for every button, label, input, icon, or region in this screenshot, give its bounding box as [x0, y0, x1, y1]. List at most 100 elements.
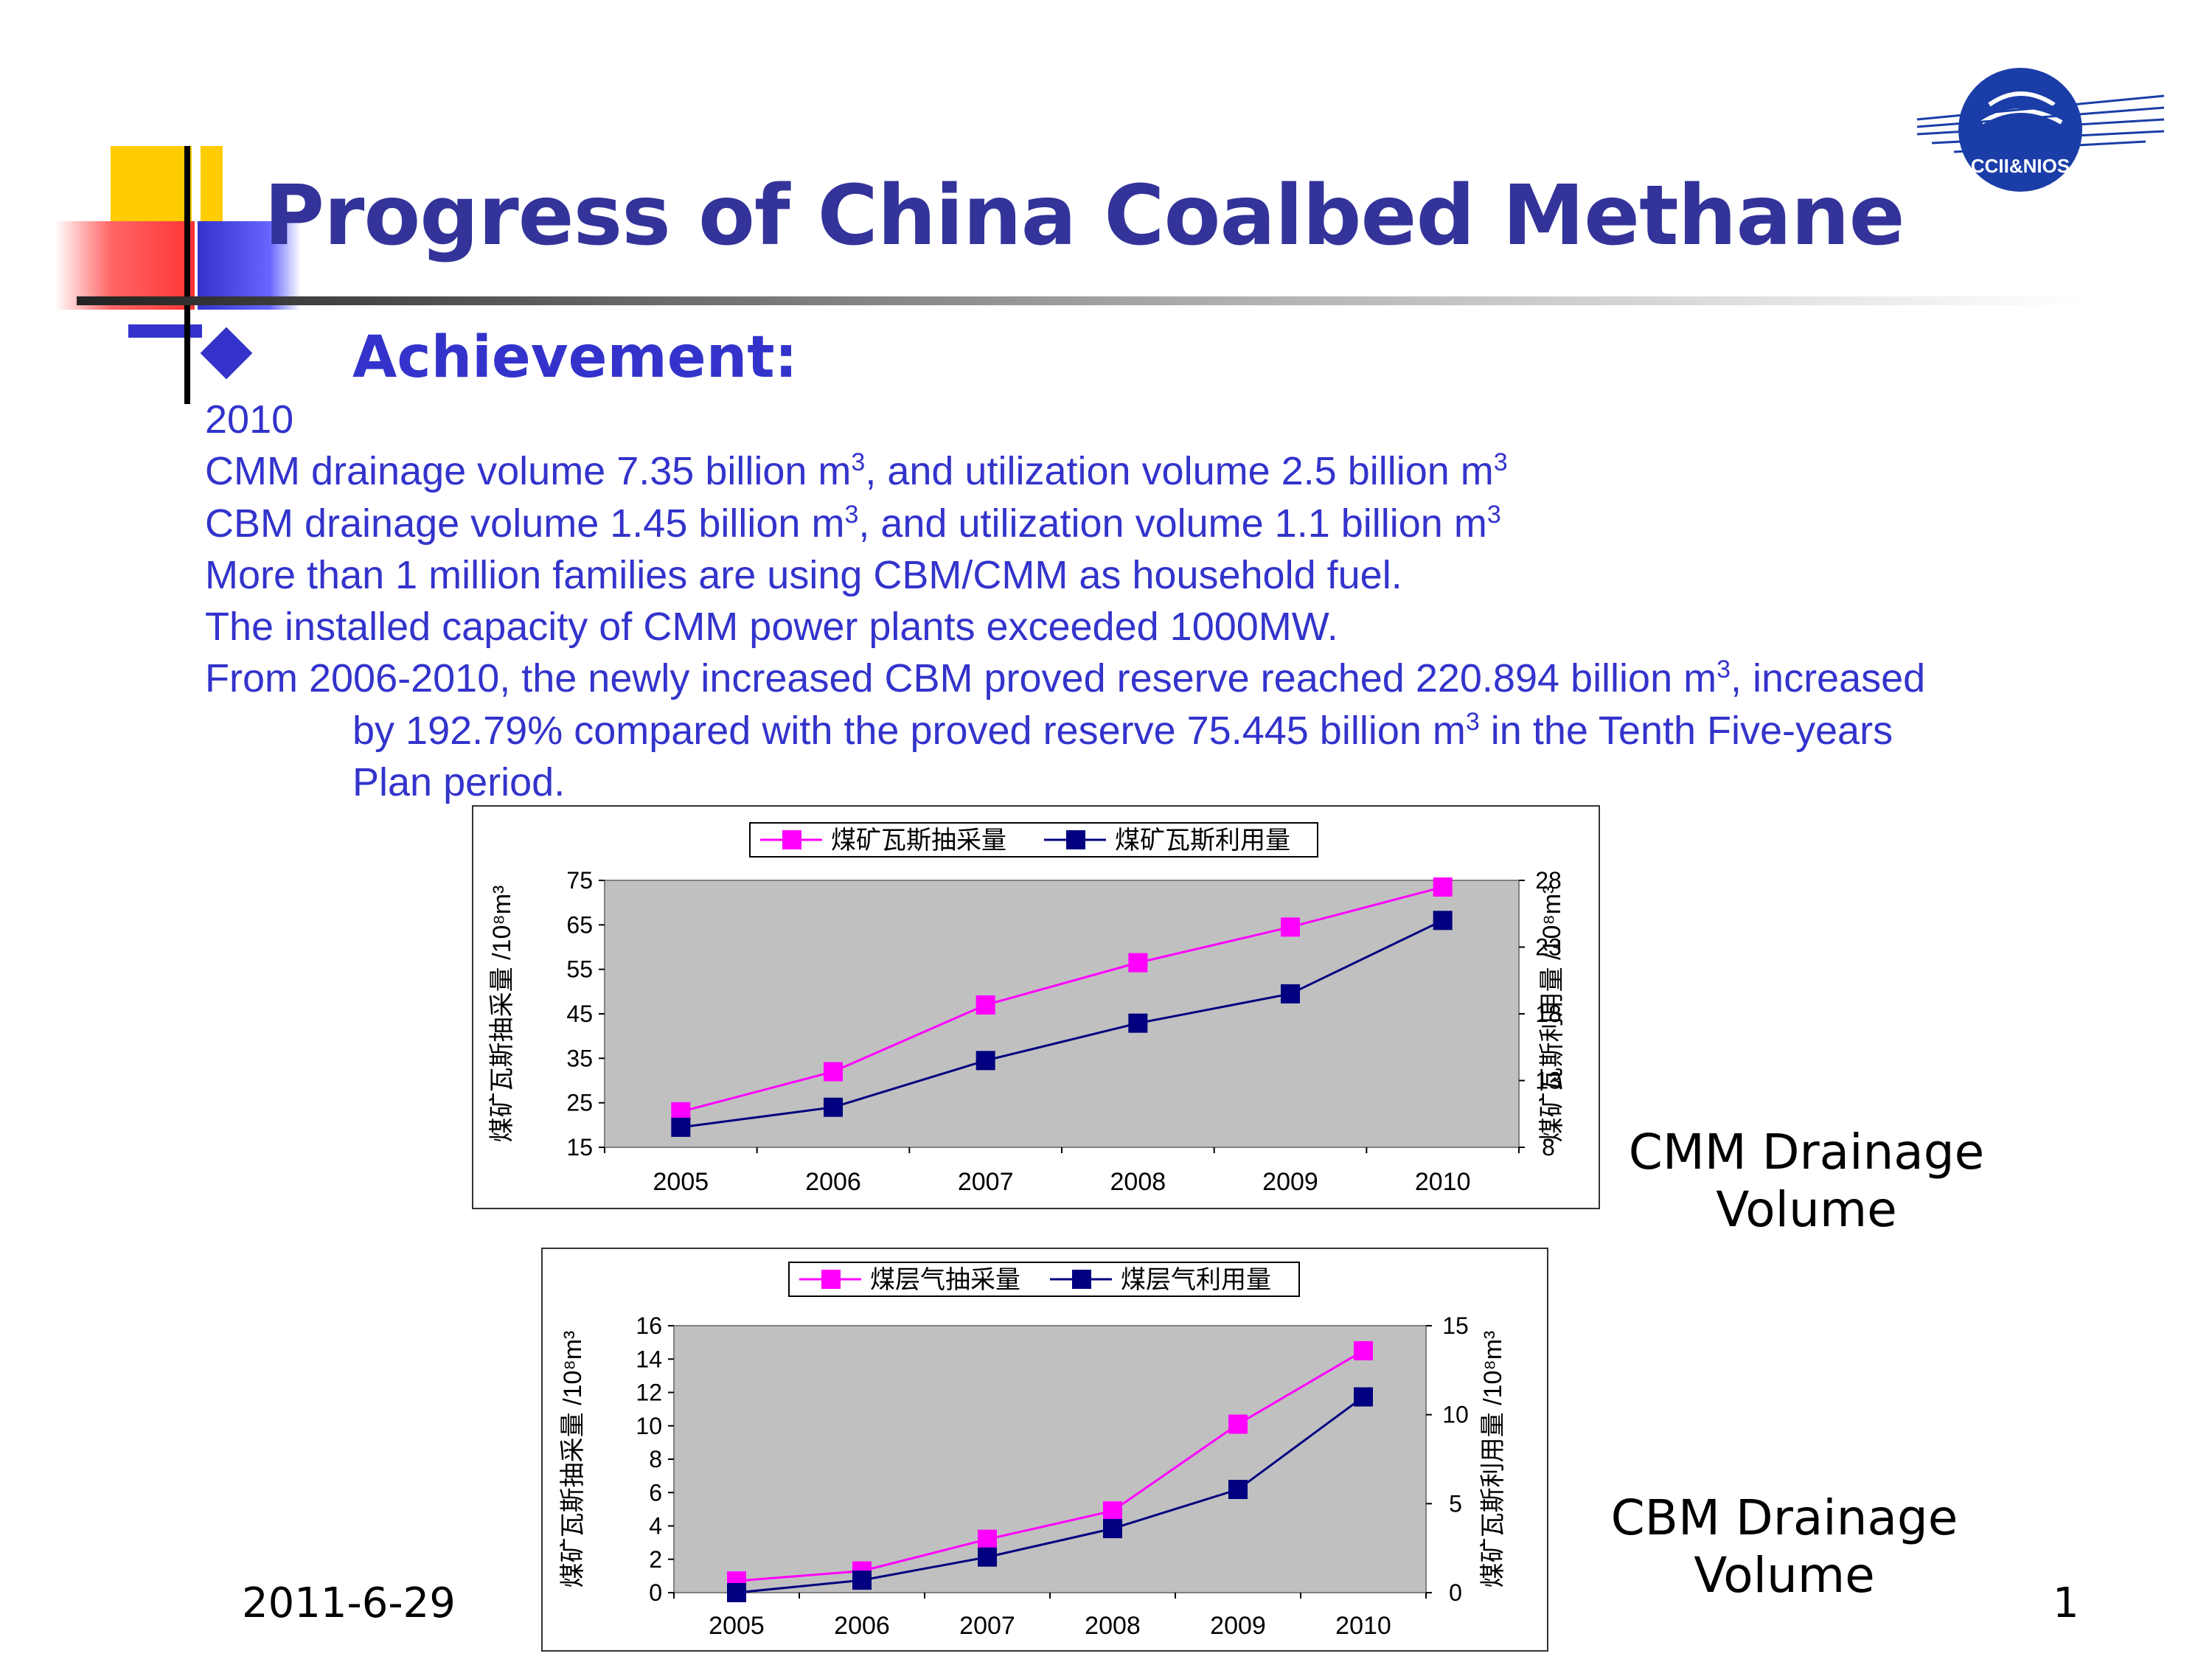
- y2-tick-label: 0: [1449, 1579, 1462, 1606]
- power-plant-line: The installed capacity of CMM power plan…: [205, 605, 1338, 650]
- data-point: [978, 1547, 997, 1567]
- data-point: [824, 1097, 843, 1117]
- cmm-caption: CMM Drainage Volume: [1607, 1124, 2006, 1239]
- y2-tick-label: 13: [1535, 1068, 1562, 1094]
- y-tick-label: 6: [649, 1479, 662, 1506]
- x-tick-label: 2010: [1415, 1168, 1471, 1196]
- data-point: [1128, 953, 1148, 973]
- page-number: 1: [2053, 1579, 2079, 1627]
- y2-tick-label: 5: [1449, 1490, 1462, 1517]
- data-point: [1354, 1340, 1373, 1360]
- cmm-chart-svg: 75 65 55 45 35 25 15 28 23 18 13 8 2005 2006 2007 2008 2…: [488, 822, 1566, 1196]
- decor-vertical-line: [184, 146, 190, 404]
- cmm-volume-line: CMM drainage volume 7.35 billion m3, and…: [205, 448, 1508, 494]
- series-line: [681, 919, 1444, 1129]
- y-tick-label: 12: [636, 1380, 662, 1406]
- data-point: [1103, 1519, 1122, 1539]
- y-tick-label: 10: [636, 1413, 662, 1439]
- data-point: [671, 1117, 691, 1137]
- achievement-text: 2010 CMM drainage volume 7.35 billion m3…: [205, 394, 2122, 808]
- x-tick-label: 2005: [653, 1168, 709, 1196]
- y-tick-label: 75: [566, 867, 593, 894]
- y2-axis-title: 煤矿瓦斯利用量 /10⁸m³: [1538, 886, 1566, 1143]
- y2-tick-label: 23: [1535, 934, 1562, 961]
- data-point: [727, 1583, 746, 1602]
- cbm-chart: 16 14 12 10 8 6 4 2 0 15 10 5 0 2005 2006 2007 2008 2009 2…: [541, 1248, 1548, 1652]
- year-line: 2010: [205, 397, 294, 442]
- legend-marker: [782, 830, 801, 849]
- y-tick-label: 55: [566, 956, 593, 983]
- y-tick-label: 16: [636, 1312, 662, 1339]
- slide-date: 2011-6-29: [242, 1579, 456, 1627]
- y2-tick-label: 10: [1442, 1402, 1469, 1428]
- x-tick-label: 2006: [834, 1612, 890, 1640]
- data-point: [1103, 1501, 1122, 1521]
- y-axis-title: 煤矿瓦斯抽采量 /10⁸m³: [559, 1331, 587, 1588]
- y-tick-label: 2: [649, 1546, 662, 1573]
- cbm-caption-line2: Volume: [1694, 1547, 1875, 1604]
- achievement-heading: Achievement:: [352, 324, 798, 391]
- data-point: [852, 1571, 872, 1590]
- logo-icon: CCII&NIOS: [1916, 68, 2165, 192]
- households-line: More than 1 million families are using C…: [205, 552, 1402, 597]
- data-point: [1228, 1414, 1248, 1434]
- y-tick-label: 0: [649, 1579, 662, 1606]
- x-tick-label: 2008: [1110, 1168, 1166, 1196]
- y-tick-label: 8: [649, 1446, 662, 1472]
- x-tick-label: 2007: [959, 1612, 1015, 1640]
- data-point: [1433, 877, 1453, 897]
- legend-marker: [821, 1270, 841, 1289]
- decor-blue-bar: [128, 324, 202, 338]
- plot-area: [604, 880, 1520, 1148]
- x-tick-label: 2009: [1210, 1612, 1266, 1640]
- data-point: [1228, 1480, 1248, 1500]
- cbm-caption: CBM Drainage Volume: [1593, 1489, 1976, 1604]
- data-point: [1354, 1387, 1373, 1407]
- y2-tick-label: 28: [1535, 867, 1562, 894]
- decor-blue-square: [198, 221, 301, 310]
- legend-label: 煤矿瓦斯利用量: [1115, 827, 1290, 855]
- y2-tick-label: 8: [1542, 1134, 1555, 1161]
- series-line: [736, 1396, 1364, 1594]
- series-line: [680, 886, 1444, 1113]
- reserve-line-cont: by 192.79% compared with the proved rese…: [352, 707, 1893, 753]
- legend-box: [788, 1262, 1300, 1297]
- reserve-line-end: Plan period.: [352, 760, 566, 805]
- y-axis-title: 煤矿瓦斯抽采量 /10⁸m³: [488, 886, 516, 1143]
- x-tick-label: 2005: [709, 1612, 765, 1640]
- cmm-chart: 75 65 55 45 35 25 15 28 23 18 13 8 2005 2006 2007 2008 2…: [472, 805, 1600, 1209]
- data-point: [1281, 984, 1300, 1004]
- y-tick-label: 35: [566, 1045, 593, 1071]
- data-point: [824, 1062, 843, 1082]
- data-point: [978, 1529, 997, 1549]
- x-tick-label: 2008: [1085, 1612, 1141, 1640]
- x-tick-label: 2007: [958, 1168, 1014, 1196]
- logo-text: CCII&NIOS: [1971, 155, 2070, 177]
- series-line: [736, 1349, 1364, 1582]
- y2-tick-label: 15: [1442, 1312, 1469, 1339]
- legend-marker: [1072, 1270, 1091, 1289]
- cbm-volume-line: CBM drainage volume 1.45 billion m3, and…: [205, 500, 1501, 546]
- y-tick-label: 25: [566, 1090, 593, 1116]
- y2-tick-label: 18: [1535, 1001, 1562, 1027]
- y-tick-label: 15: [566, 1134, 593, 1161]
- legend-box: [749, 822, 1318, 858]
- data-point: [975, 1051, 995, 1071]
- legend-marker: [1066, 830, 1085, 849]
- legend-label: 煤层气利用量: [1121, 1266, 1271, 1294]
- x-tick-label: 2006: [805, 1168, 861, 1196]
- cbm-caption-line1: CBM Drainage: [1610, 1489, 1958, 1546]
- y-tick-label: 45: [566, 1001, 593, 1027]
- y-tick-label: 4: [649, 1513, 662, 1540]
- plot-area: [673, 1325, 1427, 1593]
- title-underline: [77, 296, 2082, 305]
- y-tick-label: 65: [566, 911, 593, 938]
- data-point: [1433, 911, 1453, 931]
- data-point: [975, 995, 995, 1015]
- legend-label: 煤矿瓦斯抽采量: [831, 827, 1006, 855]
- y-tick-label: 14: [636, 1346, 662, 1372]
- cmm-caption-line2: Volume: [1716, 1181, 1897, 1238]
- x-tick-label: 2010: [1335, 1612, 1391, 1640]
- slide-title: Progress of China Coalbed Methane: [264, 168, 1905, 264]
